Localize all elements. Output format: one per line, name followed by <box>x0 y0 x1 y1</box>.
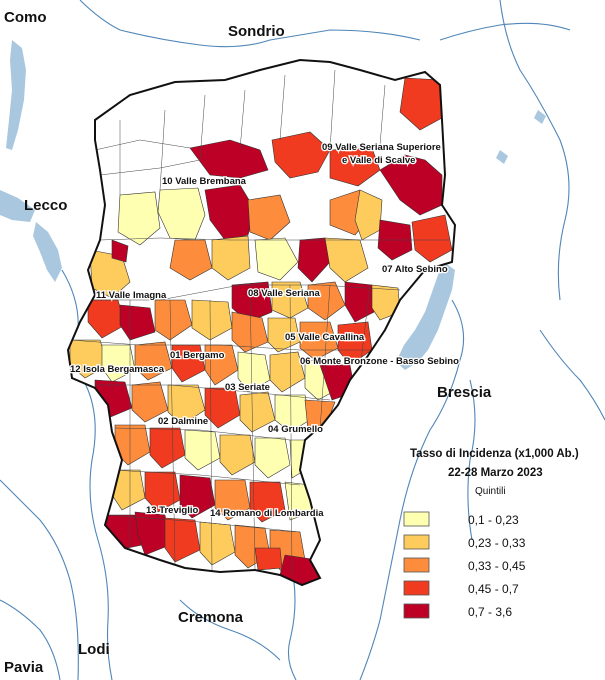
label-district-02: 02 Dalmine <box>158 416 208 427</box>
legend-label-4: 0,45 - 0,7 <box>468 582 519 596</box>
label-district-13: 13 Treviglio <box>146 505 198 516</box>
lakes <box>0 40 546 370</box>
lake-como <box>0 190 35 222</box>
legend-label-5: 0,7 - 3,6 <box>468 605 512 619</box>
legend-swatch-1 <box>403 511 430 527</box>
legend-label-1: 0,1 - 0,23 <box>468 513 519 527</box>
label-district-14: 14 Romano di Lombardia <box>210 508 324 519</box>
neighbor-labels: Como Sondrio Lecco Brescia Cremona Lodi … <box>4 9 492 676</box>
label-district-08: 08 Valle Seriana <box>248 288 321 299</box>
label-como: Como <box>4 9 47 26</box>
legend-swatch-2 <box>403 534 430 550</box>
lake-small-2 <box>534 110 546 124</box>
label-pavia: Pavia <box>4 659 44 676</box>
river-east-2 <box>539 329 605 421</box>
legend-swatch-5 <box>403 603 430 619</box>
legend-items: 0,1 - 0,23 0,23 - 0,33 0,33 - 0,45 0,45 - 0… <box>403 511 526 619</box>
label-district-06: 06 Monte Bronzone - Basso Sebino <box>300 356 459 367</box>
municipality-polygons <box>69 77 453 585</box>
lake-small-3 <box>496 150 508 164</box>
legend-swatch-4 <box>403 580 430 596</box>
legend-period: 22-28 Marzo 2023 <box>448 467 543 479</box>
municipality-borders <box>69 69 450 576</box>
label-district-05: 05 Valle Cavallina <box>285 332 365 343</box>
river-south <box>179 599 281 661</box>
label-district-12: 12 Isola Bergamasca <box>70 364 165 375</box>
legend-title: Tasso di Incidenza (x1,000 Ab.) <box>410 448 579 460</box>
label-district-11: 11 Valle Imagna <box>96 290 167 301</box>
legend-label-2: 0,23 - 0,33 <box>468 536 526 550</box>
river-adda-north <box>79 0 421 48</box>
label-district-09-scalve: e Valle di Scalve <box>342 155 415 166</box>
river-east-1 <box>499 0 570 301</box>
river-east-3 <box>467 379 476 541</box>
label-district-10: 10 Valle Brembana <box>162 176 247 187</box>
river-oglio <box>359 299 465 680</box>
label-sondrio: Sondrio <box>228 23 285 40</box>
river-west-2 <box>0 599 61 680</box>
river-north-2 <box>439 22 571 41</box>
district-labels: 09 Valle Seriana Superiore e Valle di Sc… <box>69 141 461 521</box>
label-district-07: 07 Alto Sebino <box>382 264 448 275</box>
legend-subtitle: Quintili <box>475 486 506 497</box>
label-lecco: Lecco <box>24 197 67 214</box>
label-district-09: 09 Valle Seriana Superiore <box>322 142 441 153</box>
lake-lecco <box>33 222 62 282</box>
label-lodi: Lodi <box>78 641 110 658</box>
legend-swatch-3 <box>403 557 430 573</box>
label-district-01: 01 Bergamo <box>170 350 225 361</box>
province-border <box>66 58 457 587</box>
legend-label-3: 0,33 - 0,45 <box>468 559 526 573</box>
lake-como-north <box>6 40 26 150</box>
label-brescia: Brescia <box>437 384 492 401</box>
label-district-03: 03 Seriate <box>225 382 270 393</box>
river-west-1 <box>0 479 79 680</box>
lake-iseo <box>396 262 455 370</box>
label-cremona: Cremona <box>178 609 244 626</box>
label-district-04: 04 Grumello <box>268 424 323 435</box>
province-bergamo <box>68 60 455 585</box>
legend: Tasso di Incidenza (x1,000 Ab.) 22-28 Ma… <box>403 448 579 619</box>
